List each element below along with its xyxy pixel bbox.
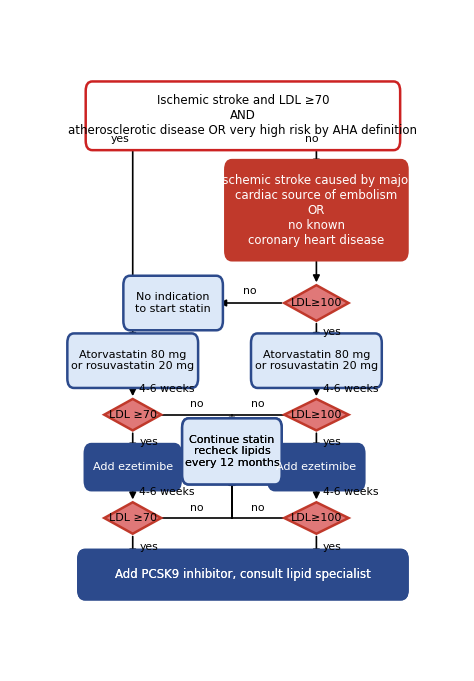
Text: No indication
to start statin: No indication to start statin [135, 292, 211, 314]
Polygon shape [284, 285, 348, 321]
Text: yes: yes [139, 541, 158, 552]
Text: no: no [251, 399, 265, 409]
FancyBboxPatch shape [86, 82, 400, 150]
Text: yes: yes [139, 437, 158, 447]
Text: Ischemic stroke caused by major
cardiac source of embolism
OR
no known
coronary : Ischemic stroke caused by major cardiac … [219, 174, 413, 247]
Text: no: no [251, 503, 265, 513]
Text: LDL≥100: LDL≥100 [291, 298, 342, 308]
Text: Add ezetimibe: Add ezetimibe [276, 462, 356, 472]
Polygon shape [104, 503, 161, 534]
FancyBboxPatch shape [78, 550, 408, 599]
FancyBboxPatch shape [225, 160, 408, 260]
Polygon shape [284, 503, 348, 534]
Text: Add PCSK9 inhibitor, consult lipid specialist: Add PCSK9 inhibitor, consult lipid speci… [115, 568, 371, 581]
Text: 4-6 weeks: 4-6 weeks [139, 486, 195, 496]
Text: Atorvastatin 80 mg
or rosuvastatin 20 mg: Atorvastatin 80 mg or rosuvastatin 20 mg [255, 350, 378, 371]
Polygon shape [104, 399, 161, 430]
Text: 4-6 weeks: 4-6 weeks [323, 486, 379, 496]
Text: Continue statin
recheck lipids
every 12 months: Continue statin recheck lipids every 12 … [184, 434, 279, 468]
Polygon shape [284, 399, 348, 430]
Text: yes: yes [323, 327, 342, 337]
Text: Ischemic stroke and LDL ≥70
AND
atherosclerotic disease OR very high risk by AHA: Ischemic stroke and LDL ≥70 AND atherosc… [68, 94, 418, 138]
FancyBboxPatch shape [268, 444, 365, 490]
FancyBboxPatch shape [182, 418, 282, 484]
Text: Atorvastatin 80 mg
or rosuvastatin 20 mg: Atorvastatin 80 mg or rosuvastatin 20 mg [71, 350, 194, 371]
FancyBboxPatch shape [123, 276, 223, 330]
Text: LDL≥100: LDL≥100 [291, 513, 342, 523]
Text: no: no [305, 133, 319, 144]
FancyBboxPatch shape [251, 334, 382, 388]
FancyBboxPatch shape [78, 550, 408, 599]
Text: LDL ≥70: LDL ≥70 [109, 410, 157, 419]
Text: yes: yes [323, 437, 342, 447]
Text: 4-6 weeks: 4-6 weeks [139, 383, 195, 394]
Text: Add ezetimibe: Add ezetimibe [92, 462, 173, 472]
Text: no: no [244, 287, 257, 296]
Text: Add PCSK9 inhibitor, consult lipid specialist: Add PCSK9 inhibitor, consult lipid speci… [115, 568, 371, 581]
Text: no: no [190, 503, 203, 513]
FancyBboxPatch shape [67, 334, 198, 388]
FancyBboxPatch shape [182, 418, 282, 484]
Text: no: no [190, 399, 203, 409]
Text: Continue statin
recheck lipids
every 12 months: Continue statin recheck lipids every 12 … [184, 434, 279, 468]
Text: yes: yes [110, 133, 129, 144]
Text: LDL ≥70: LDL ≥70 [109, 513, 157, 523]
Text: yes: yes [323, 541, 342, 552]
FancyBboxPatch shape [85, 444, 181, 490]
Text: LDL≥100: LDL≥100 [291, 410, 342, 419]
Text: 4-6 weeks: 4-6 weeks [323, 383, 379, 394]
